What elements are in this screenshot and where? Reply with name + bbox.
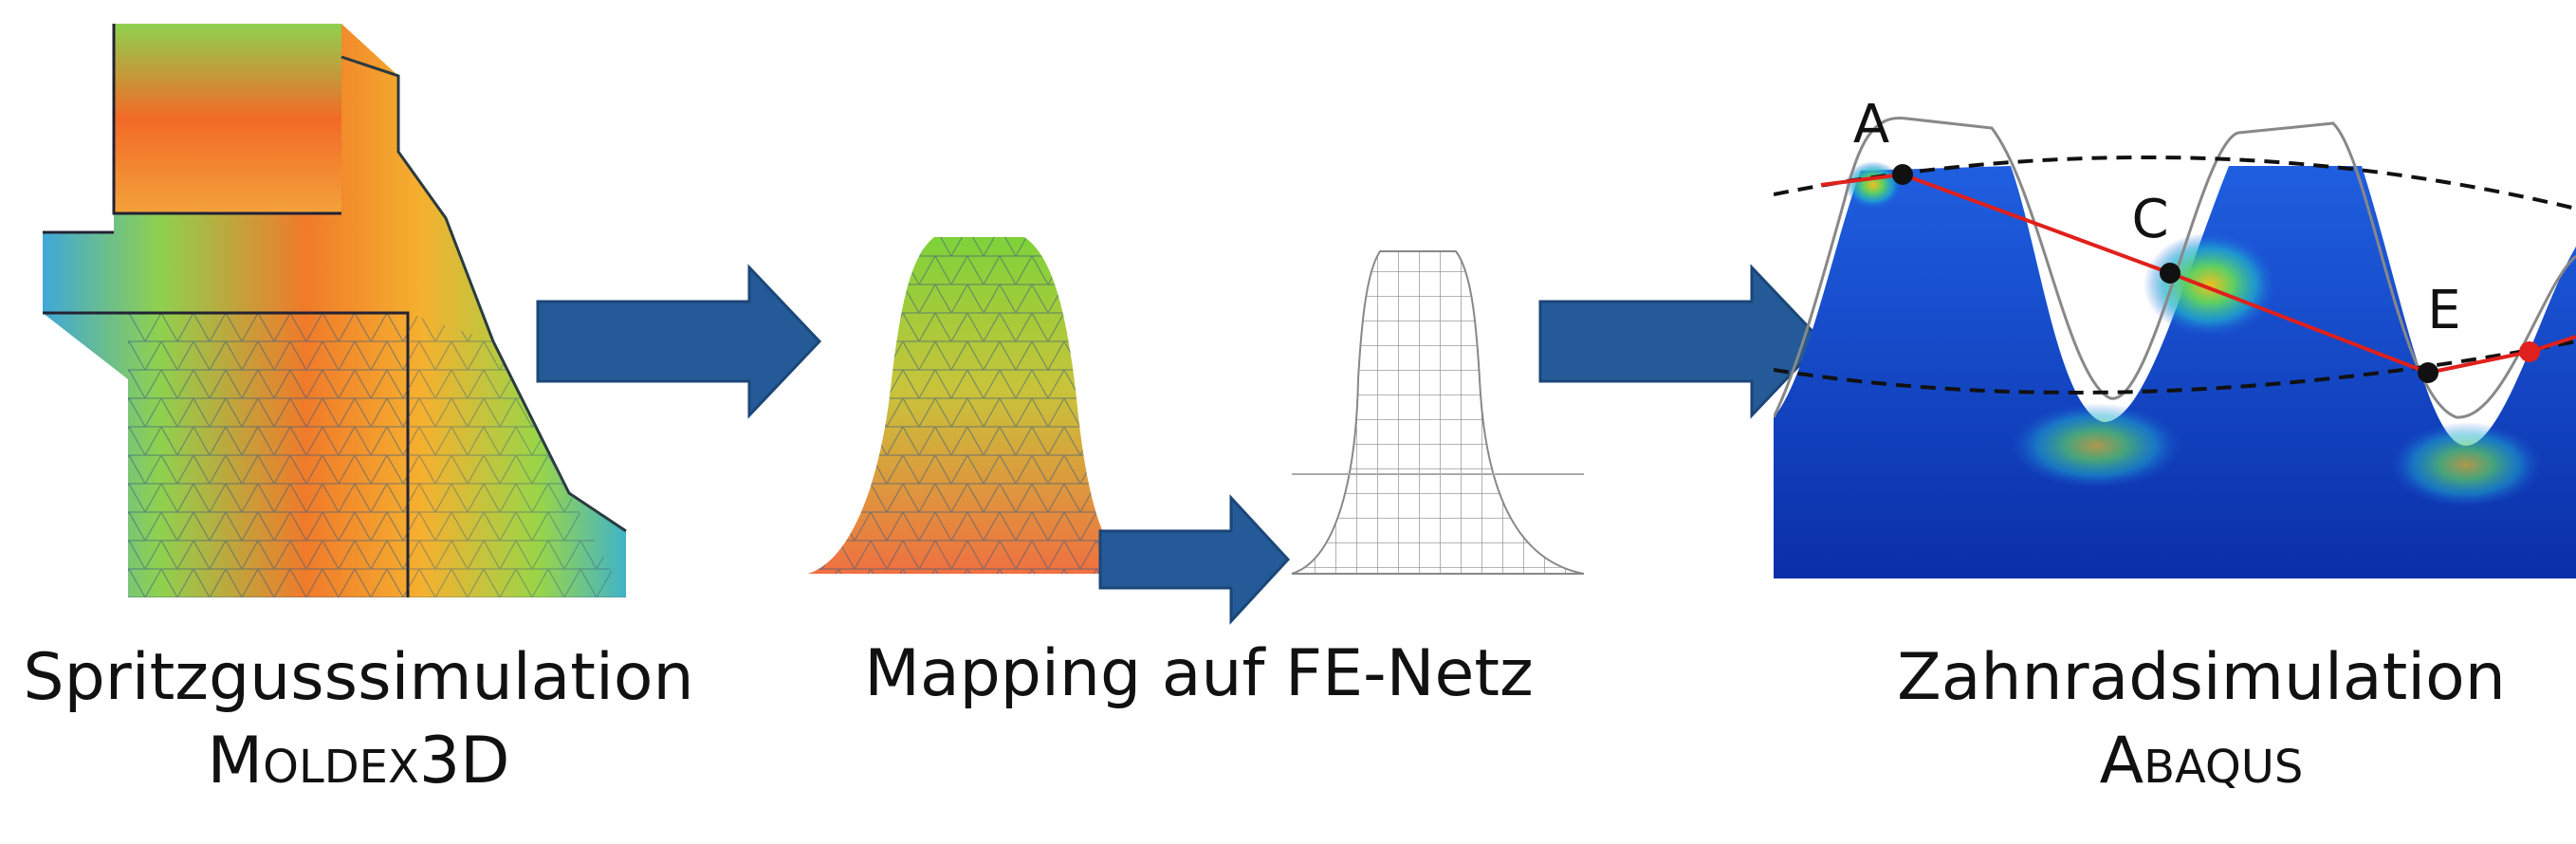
fe-mesh <box>1291 250 1585 575</box>
step-software: Abaqus <box>2100 724 2304 798</box>
arrow <box>1538 264 1825 419</box>
step-title: Mapping auf FE-Netz <box>864 636 1533 711</box>
gear-simulation <box>1774 116 2576 578</box>
point-label: C <box>2131 189 2168 250</box>
point-label: A <box>1853 94 1889 156</box>
step-software: Moldex3D <box>208 724 510 798</box>
mold-simulation <box>43 24 627 597</box>
step-title: Spritzgusssimulation <box>23 640 693 715</box>
arrow <box>1098 494 1291 625</box>
mapped-tooth <box>808 237 1133 574</box>
point-label: E <box>2427 280 2460 341</box>
arrow <box>536 264 822 419</box>
step-title: Zahnradsimulation <box>1897 640 2506 715</box>
